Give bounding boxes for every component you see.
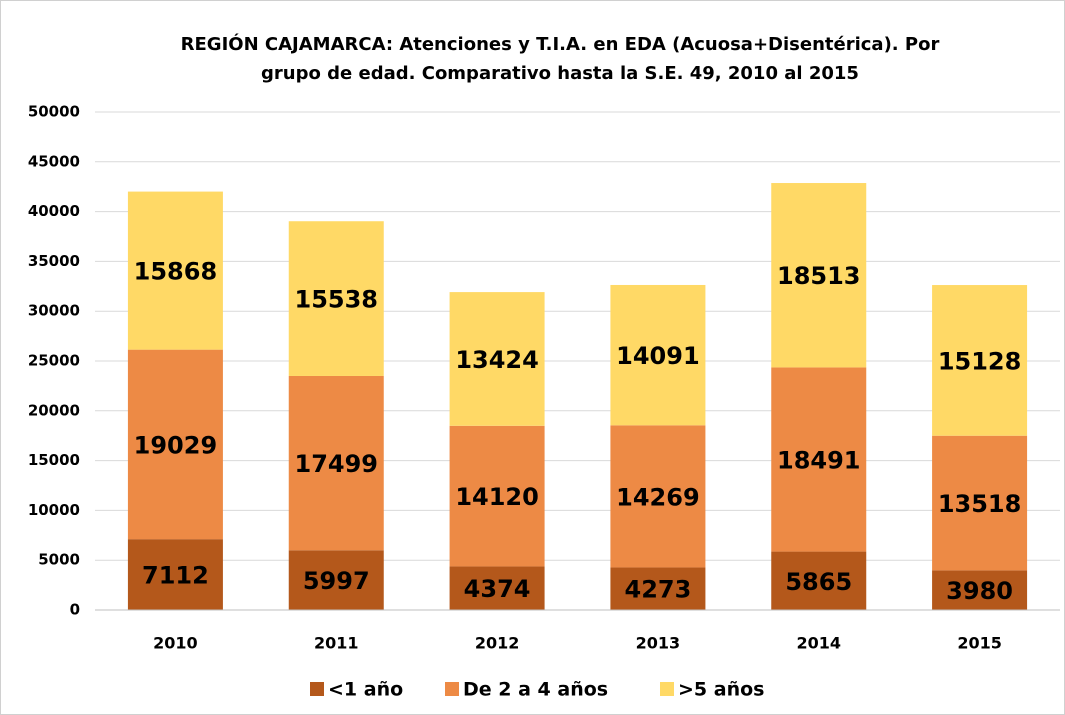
- bar-segment: [127, 539, 223, 610]
- bar-segment: [771, 367, 867, 552]
- legend-swatch: [445, 682, 459, 696]
- data-label: 17499: [295, 450, 379, 478]
- bar-segment: [449, 566, 545, 610]
- y-tick-label: 35000: [28, 252, 80, 270]
- bar-segment: [932, 435, 1028, 571]
- data-label: 15128: [938, 347, 1022, 375]
- bar-segment: [771, 551, 867, 610]
- bar-segment: [288, 550, 384, 610]
- data-label: 7112: [142, 562, 209, 590]
- data-label: 3980: [946, 577, 1013, 605]
- data-label: 18513: [777, 262, 861, 290]
- bar-segment: [127, 191, 223, 350]
- chart-title: grupo de edad. Comparativo hasta la S.E.…: [261, 63, 859, 84]
- bar-segment: [610, 567, 706, 610]
- y-tick-label: 5000: [38, 551, 80, 569]
- x-tick-label: 2014: [796, 634, 841, 653]
- legend-label: >5 años: [678, 679, 764, 701]
- x-tick-label: 2015: [957, 634, 1002, 653]
- data-label: 15868: [134, 258, 218, 286]
- y-tick-label: 15000: [28, 451, 80, 469]
- x-tick-label: 2010: [153, 634, 198, 653]
- bar-segment: [449, 292, 545, 426]
- y-tick-label: 30000: [28, 302, 80, 320]
- data-label: 14091: [616, 342, 700, 370]
- bar-segment: [610, 284, 706, 426]
- bar-segment: [288, 221, 384, 376]
- chart-title: REGIÓN CAJAMARCA: Atenciones y T.I.A. en…: [181, 33, 940, 55]
- bar-segment: [127, 349, 223, 540]
- data-label: 18491: [777, 446, 861, 474]
- data-label: 14269: [616, 483, 700, 511]
- data-label: 19029: [134, 431, 218, 459]
- data-label: 13424: [455, 346, 539, 374]
- y-tick-label: 40000: [28, 202, 80, 220]
- data-label: 5997: [303, 567, 370, 595]
- legend-swatch: [660, 682, 674, 696]
- data-label: 4273: [625, 576, 692, 604]
- x-tick-label: 2013: [636, 634, 681, 653]
- data-label: 5865: [785, 568, 852, 596]
- x-tick-label: 2011: [314, 634, 359, 653]
- y-tick-label: 20000: [28, 401, 80, 419]
- bar-segment: [610, 425, 706, 568]
- data-label: 14120: [455, 483, 539, 511]
- x-tick-label: 2012: [475, 634, 520, 653]
- y-tick-label: 10000: [28, 501, 80, 519]
- legend-swatch: [310, 682, 324, 696]
- data-label: 13518: [938, 490, 1022, 518]
- legend-label: <1 año: [328, 679, 403, 701]
- y-tick-label: 0: [70, 601, 80, 619]
- y-tick-label: 45000: [28, 152, 80, 170]
- bar-segment: [932, 285, 1028, 436]
- legend-label: De 2 a 4 años: [463, 679, 608, 701]
- bar-segment: [771, 183, 867, 368]
- data-label: 4374: [464, 575, 531, 603]
- bar-segment: [449, 425, 545, 567]
- data-label: 15538: [295, 286, 379, 314]
- bar-segment: [288, 375, 384, 551]
- y-tick-label: 50000: [28, 103, 80, 121]
- y-tick-label: 25000: [28, 352, 80, 370]
- bar-segment: [932, 570, 1028, 610]
